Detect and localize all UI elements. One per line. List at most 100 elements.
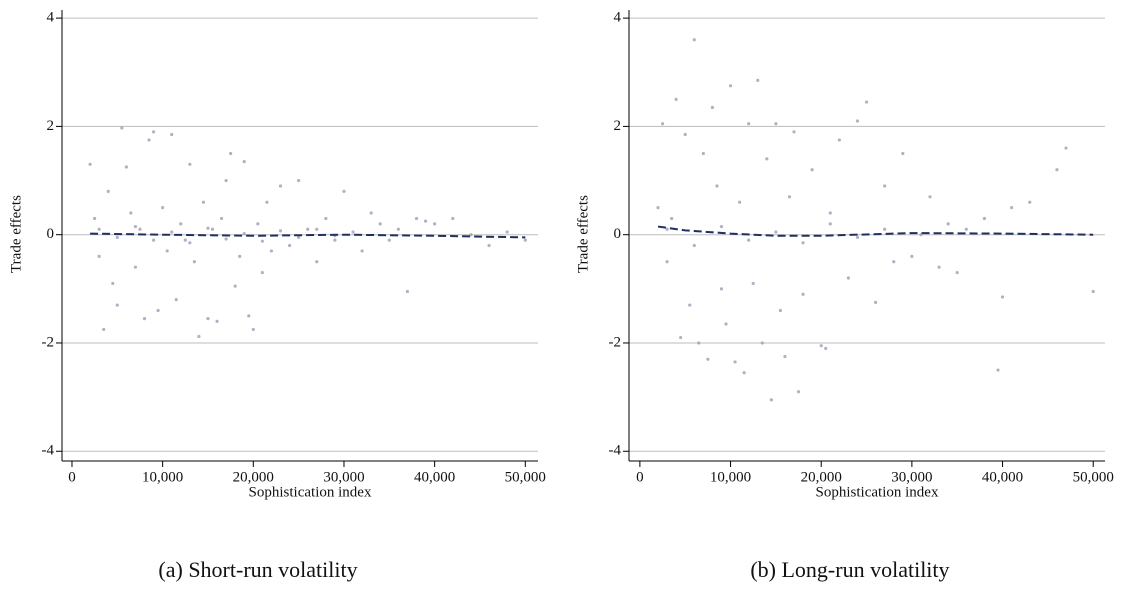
point (147, 138, 151, 142)
point (756, 78, 760, 82)
point (219, 216, 224, 221)
x-axis-label: Sophistication index (816, 484, 939, 500)
point (719, 287, 724, 291)
x-tick-label: 50,000 (505, 469, 546, 485)
point (170, 230, 174, 234)
point (670, 216, 674, 221)
point (242, 159, 246, 164)
point (224, 178, 228, 183)
y-tick-label: 2 (47, 118, 55, 134)
point (206, 226, 210, 230)
point (883, 227, 887, 231)
point (783, 354, 787, 359)
point (656, 206, 660, 210)
y-tick-label: 0 (614, 226, 622, 242)
point (796, 390, 801, 394)
y-tick-label: 0 (47, 226, 55, 242)
point (369, 211, 373, 215)
point (778, 308, 783, 313)
point (287, 243, 292, 248)
point (156, 308, 160, 313)
point (679, 335, 683, 340)
point (928, 195, 932, 199)
point (697, 341, 701, 345)
point (1028, 200, 1032, 204)
x-tick-label: 0 (68, 469, 76, 485)
x-tick-label: 0 (636, 469, 644, 485)
point (111, 281, 115, 286)
point (206, 317, 210, 321)
point (738, 200, 742, 204)
y-tick-label: 4 (614, 10, 622, 26)
point (828, 222, 832, 226)
point (88, 162, 92, 166)
point (260, 239, 264, 243)
point (97, 227, 101, 231)
point (674, 97, 678, 101)
point (342, 189, 346, 193)
point (278, 184, 283, 188)
point (701, 151, 705, 156)
point (747, 238, 751, 242)
point (692, 38, 696, 42)
y-tick-label: -4 (609, 443, 622, 459)
point (719, 224, 724, 229)
point (151, 238, 156, 242)
point (433, 222, 437, 226)
point (215, 319, 219, 323)
point (487, 243, 491, 248)
point (846, 276, 851, 280)
point (874, 300, 878, 304)
point (129, 211, 133, 215)
point (810, 168, 814, 172)
fit-line (657, 225, 1094, 237)
point (256, 222, 260, 226)
point (665, 260, 669, 264)
caption: (b) Long-run volatility (750, 557, 949, 582)
point (242, 232, 246, 236)
x-tick-label: 30,000 (891, 469, 932, 485)
point (414, 216, 419, 221)
point (801, 292, 805, 296)
point (197, 334, 201, 339)
x-tick-label: 50,000 (1073, 469, 1114, 485)
point (260, 270, 264, 275)
panel: -4 -2 0 2 4 0 10,000 20,000 30,000 40,000 50,000 So… (8, 10, 545, 582)
point (405, 289, 410, 294)
point (688, 303, 692, 307)
x-tick-label: 10,000 (710, 469, 751, 485)
point (715, 184, 719, 188)
point (864, 100, 869, 104)
point (265, 200, 269, 204)
y-tick-label: 2 (614, 118, 622, 134)
point (297, 178, 301, 183)
point (138, 227, 142, 231)
point (124, 165, 128, 169)
point (210, 227, 215, 231)
point (179, 222, 183, 226)
x-tick-label: 30,000 (323, 469, 364, 485)
point (251, 327, 255, 332)
point (174, 298, 178, 302)
fit-line (90, 232, 526, 239)
point (142, 317, 147, 321)
point (120, 126, 124, 130)
point (828, 211, 832, 215)
point (774, 122, 778, 126)
point (1010, 206, 1014, 210)
point (765, 157, 769, 161)
point (378, 222, 382, 226)
point (855, 119, 860, 123)
point (183, 238, 187, 242)
point (824, 346, 828, 350)
x-tick-label: 20,000 (233, 469, 274, 485)
point (238, 254, 242, 258)
point (315, 260, 319, 264)
point (855, 235, 860, 239)
point (728, 84, 733, 88)
point (315, 227, 319, 231)
point (451, 216, 455, 221)
point (955, 270, 959, 275)
point (792, 130, 796, 134)
